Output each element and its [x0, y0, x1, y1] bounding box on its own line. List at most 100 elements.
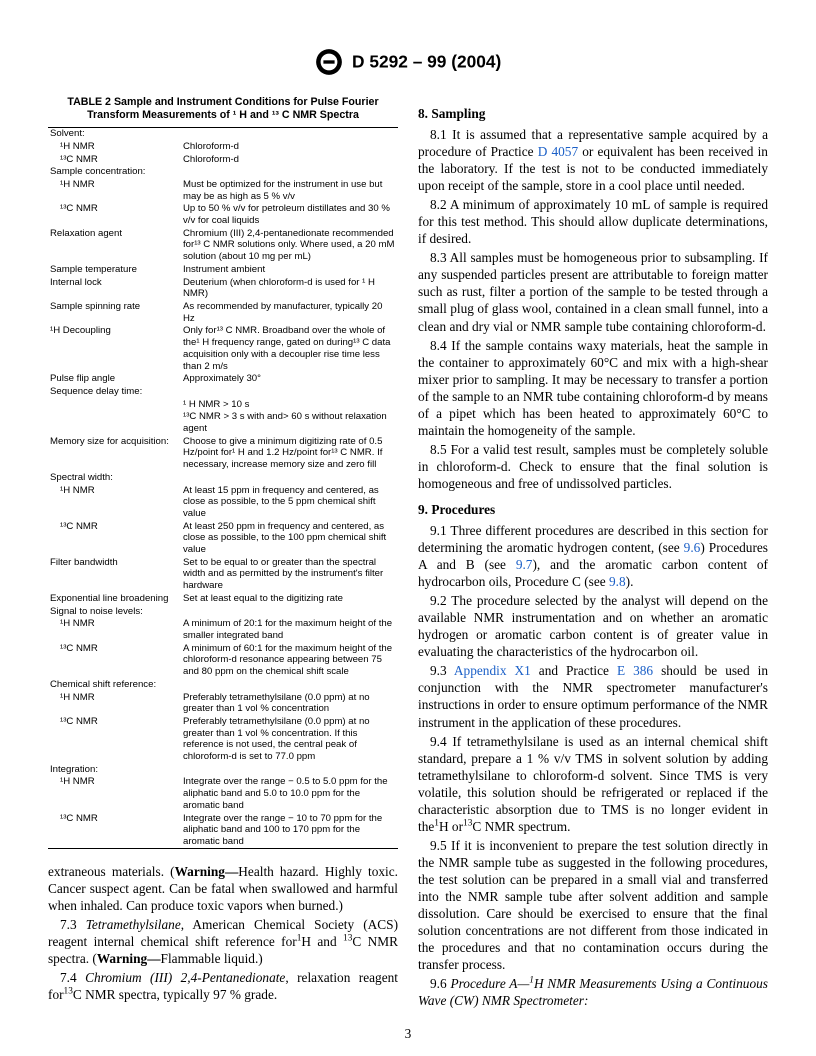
link-9-6[interactable]: 9.6 — [684, 540, 701, 555]
table-value: Integrate over the range − 10 to 70 ppm … — [181, 812, 398, 849]
table-label: Spectral width: — [48, 471, 181, 484]
table-value — [181, 605, 398, 618]
para-9-2: 9.2 The procedure selected by the analys… — [418, 592, 768, 660]
table-value: Chloroform-d — [181, 153, 398, 166]
left-body-text: extraneous materials. (Warning—Health ha… — [48, 863, 398, 1003]
table-row: Internal lockDeuterium (when chloroform-… — [48, 276, 398, 300]
table-label: Chemical shift reference: — [48, 678, 181, 691]
table-label: Sample temperature — [48, 263, 181, 276]
table-row: ¹H DecouplingOnly for¹³ C NMR. Broadband… — [48, 325, 398, 373]
left-column: TABLE 2 Sample and Instrument Conditions… — [48, 96, 398, 1011]
table-row: Spectral width: — [48, 471, 398, 484]
table-label: ¹H NMR — [48, 618, 181, 642]
table-row: ¹H NMRMust be optimized for the instrume… — [48, 178, 398, 202]
right-column: 8. Sampling 8.1 It is assumed that a rep… — [418, 96, 768, 1011]
table-label — [48, 411, 181, 435]
table-label: Sample spinning rate — [48, 301, 181, 325]
table-value: Only for¹³ C NMR. Broadband over the who… — [181, 325, 398, 373]
table-row: ¹³C NMRUp to 50 % v/v for petroleum dist… — [48, 203, 398, 227]
table-row: ¹³C NMRA minimum of 60:1 for the maximum… — [48, 642, 398, 678]
table-title-line-1: TABLE 2 Sample and Instrument Conditions… — [67, 96, 378, 108]
table-label: ¹³C NMR — [48, 520, 181, 556]
table-value: Preferably tetramethylsilane (0.0 ppm) a… — [181, 691, 398, 715]
table-value: At least 15 ppm in frequency and centere… — [181, 484, 398, 520]
table-label: Internal lock — [48, 276, 181, 300]
table-value: Integrate over the range − 0.5 to 5.0 pp… — [181, 776, 398, 812]
para-9-4: 9.4 If tetramethylsilane is used as an i… — [418, 733, 768, 835]
table-row: Solvent: — [48, 127, 398, 140]
table-label: ¹H NMR — [48, 691, 181, 715]
table-value: Set to be equal to or greater than the s… — [181, 556, 398, 592]
astm-logo-icon — [315, 48, 343, 76]
table-row: Sequence delay time: — [48, 385, 398, 398]
table-label: ¹³C NMR — [48, 642, 181, 678]
table-value — [181, 763, 398, 776]
table-title-line-2: Transform Measurements of ¹ H and ¹³ C N… — [87, 109, 359, 121]
table-label: Solvent: — [48, 127, 181, 140]
table-row: ¹H NMRPreferably tetramethylsilane (0.0 … — [48, 691, 398, 715]
table-row: Sample spinning rateAs recommended by ma… — [48, 301, 398, 325]
link-e386[interactable]: E 386 — [617, 663, 653, 678]
table-row: Integration: — [48, 763, 398, 776]
table-row: ¹H NMRAt least 15 ppm in frequency and c… — [48, 484, 398, 520]
table-value: Instrument ambient — [181, 263, 398, 276]
table-row: ¹H NMRA minimum of 20:1 for the maximum … — [48, 618, 398, 642]
link-9-8[interactable]: 9.8 — [609, 574, 626, 589]
table-label: Relaxation agent — [48, 227, 181, 263]
table-label: ¹H NMR — [48, 484, 181, 520]
table-label: ¹³C NMR — [48, 203, 181, 227]
page-header: D 5292 – 99 (2004) — [48, 48, 768, 76]
link-9-7[interactable]: 9.7 — [516, 557, 533, 572]
table-row: Memory size for acquisition:Choose to gi… — [48, 435, 398, 471]
table-label: Filter bandwidth — [48, 556, 181, 592]
table-row: ¹³C NMRChloroform-d — [48, 153, 398, 166]
table-label: Exponential line broadening — [48, 592, 181, 605]
table-row: ¹³C NMRIntegrate over the range − 10 to … — [48, 812, 398, 849]
table-value: A minimum of 60:1 for the maximum height… — [181, 642, 398, 678]
link-appendix-x1[interactable]: Appendix X1 — [454, 663, 531, 678]
table-value — [181, 166, 398, 179]
para-extraneous: extraneous materials. (Warning—Health ha… — [48, 863, 398, 914]
section-9-heading: 9. Procedures — [418, 502, 768, 518]
table-value — [181, 385, 398, 398]
table-row: Pulse flip angleApproximately 30° — [48, 373, 398, 386]
table-label: Signal to noise levels: — [48, 605, 181, 618]
para-8-4: 8.4 If the sample contains waxy material… — [418, 337, 768, 439]
conditions-table: Solvent:¹H NMRChloroform-d¹³C NMRChlorof… — [48, 127, 398, 849]
table-value: Approximately 30° — [181, 373, 398, 386]
para-8-1: 8.1 It is assumed that a representative … — [418, 126, 768, 194]
table-row: ¹ H NMR > 10 s — [48, 398, 398, 411]
link-d4057[interactable]: D 4057 — [538, 144, 578, 159]
table-value: Chromium (III) 2,4-pentanedionate recomm… — [181, 227, 398, 263]
table-label: ¹H NMR — [48, 140, 181, 153]
table-value: Chloroform-d — [181, 140, 398, 153]
table-label: Pulse flip angle — [48, 373, 181, 386]
table-row: Sample temperatureInstrument ambient — [48, 263, 398, 276]
table-label: ¹³C NMR — [48, 153, 181, 166]
table-label: ¹H NMR — [48, 776, 181, 812]
table-2-title: TABLE 2 Sample and Instrument Conditions… — [48, 96, 398, 123]
table-row: Sample concentration: — [48, 166, 398, 179]
para-8-5: 8.5 For a valid test result, samples mus… — [418, 441, 768, 492]
table-value — [181, 678, 398, 691]
page-number: 3 — [0, 1026, 816, 1042]
table-row: ¹³C NMRPreferably tetramethylsilane (0.0… — [48, 715, 398, 763]
table-value: Set at least equal to the digitizing rat… — [181, 592, 398, 605]
para-9-3: 9.3 Appendix X1 and Practice E 386 shoul… — [418, 662, 768, 730]
table-row: Chemical shift reference: — [48, 678, 398, 691]
table-value: Must be optimized for the instrument in … — [181, 178, 398, 202]
para-9-6: 9.6 Procedure A—1H NMR Measurements Usin… — [418, 975, 768, 1009]
table-label: Integration: — [48, 763, 181, 776]
para-7-4: 7.4 Chromium (III) 2,4-Pentanedionate, r… — [48, 969, 398, 1003]
table-label: Memory size for acquisition: — [48, 435, 181, 471]
section-8-heading: 8. Sampling — [418, 106, 768, 122]
table-label: ¹H Decoupling — [48, 325, 181, 373]
para-8-3: 8.3 All samples must be homogeneous prio… — [418, 249, 768, 334]
table-row: Exponential line broadeningSet at least … — [48, 592, 398, 605]
table-row: ¹³C NMRAt least 250 ppm in frequency and… — [48, 520, 398, 556]
table-value — [181, 471, 398, 484]
table-row: ¹³C NMR > 3 s with and> 60 s without rel… — [48, 411, 398, 435]
para-9-1: 9.1 Three different procedures are descr… — [418, 522, 768, 590]
table-row: ¹H NMRIntegrate over the range − 0.5 to … — [48, 776, 398, 812]
table-row: Filter bandwidthSet to be equal to or gr… — [48, 556, 398, 592]
